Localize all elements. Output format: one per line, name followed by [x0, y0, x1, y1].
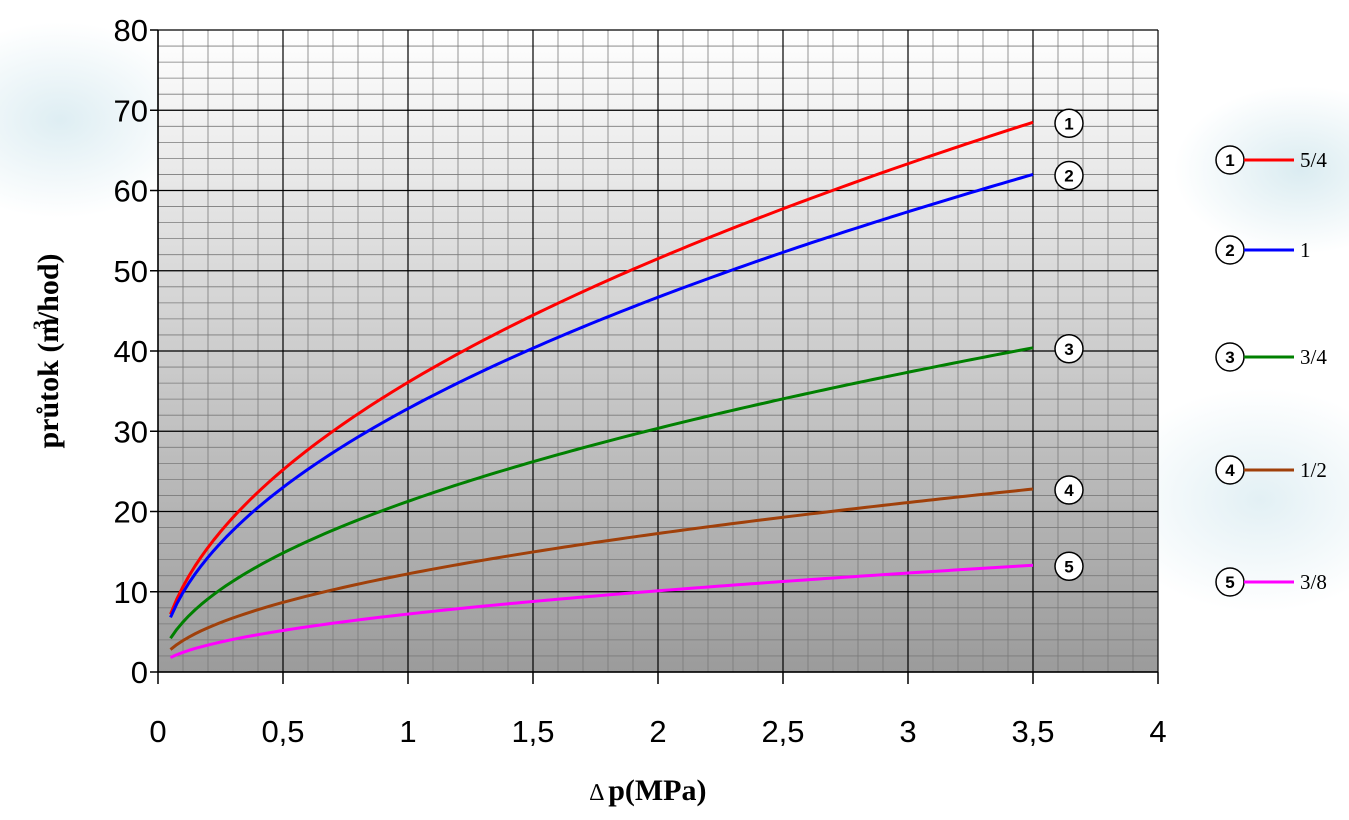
x-tick-label: 2,5 [761, 714, 804, 749]
legend: 1 5/4 2 1 3 3/4 4 1/2 5 3/8 [1215, 145, 1327, 597]
y-axis-title: průtok (m3/hod) [30, 253, 65, 448]
x-tick-label: 3,5 [1011, 714, 1054, 749]
series-marker-circle [1054, 475, 1084, 505]
y-tick-label: 40 [114, 334, 148, 369]
legend-label: 3/4 [1300, 345, 1327, 369]
y-axis-title-sup: 3 [30, 320, 51, 330]
series-marker-label: 3 [1064, 340, 1073, 359]
series-line-4 [169, 487, 1034, 651]
series-marker-label: 1 [1064, 114, 1073, 133]
y-axis-ticks: 0 10 20 30 40 50 60 70 80 [114, 13, 158, 690]
series-line-3 [169, 346, 1034, 640]
y-tick-label: 80 [114, 13, 148, 48]
series-end-markers: 1 2 3 4 5 [1054, 108, 1084, 582]
x-tick-label: 4 [1149, 714, 1166, 749]
series-marker-circle [1054, 334, 1084, 364]
series-line-1 [169, 120, 1034, 615]
legend-label: 1 [1300, 238, 1311, 262]
legend-marker-label: 1 [1225, 151, 1234, 170]
y-axis-title-after: /hod) [32, 253, 65, 321]
delta-symbol: ∆ [590, 780, 605, 806]
y-tick-label: 30 [114, 414, 148, 449]
y-tick-label: 20 [114, 495, 148, 530]
legend-label: 3/8 [1300, 570, 1327, 594]
series-marker-label: 5 [1064, 557, 1073, 576]
series-marker-label: 4 [1064, 481, 1074, 500]
legend-marker-label: 4 [1225, 461, 1235, 480]
series-line-2 [169, 173, 1034, 619]
legend-marker-label: 2 [1225, 241, 1234, 260]
y-axis-title-before: průtok (m [32, 318, 65, 449]
x-tick-label: 1,5 [511, 714, 554, 749]
series-marker-circle [1054, 108, 1084, 139]
x-tick-label: 3 [899, 714, 916, 749]
legend-label: 5/4 [1300, 148, 1327, 172]
series-marker-circle [1054, 551, 1084, 582]
y-tick-label: 0 [131, 655, 148, 690]
legend-marker-label: 5 [1225, 573, 1234, 592]
x-axis-title: ∆ p(MPa) [590, 774, 707, 807]
y-tick-label: 50 [114, 254, 148, 289]
x-tick-label: 0 [149, 714, 166, 749]
y-tick-label: 60 [114, 174, 148, 209]
x-tick-label: 2 [649, 714, 666, 749]
x-tick-label: 1 [399, 714, 416, 749]
legend-marker-label: 3 [1225, 348, 1234, 367]
series-marker-circle [1054, 160, 1084, 191]
x-axis-ticks: 0 0,5 1 1,5 2 2,5 3 3,5 4 [149, 672, 1167, 749]
series-line-5 [169, 563, 1034, 659]
y-tick-label: 70 [114, 93, 148, 128]
series-lines [169, 120, 1034, 659]
x-axis-title-text: p(MPa) [608, 774, 706, 807]
legend-label: 1/2 [1300, 458, 1327, 482]
series-marker-label: 2 [1064, 166, 1073, 185]
y-tick-label: 10 [114, 575, 148, 610]
x-tick-label: 0,5 [261, 714, 304, 749]
